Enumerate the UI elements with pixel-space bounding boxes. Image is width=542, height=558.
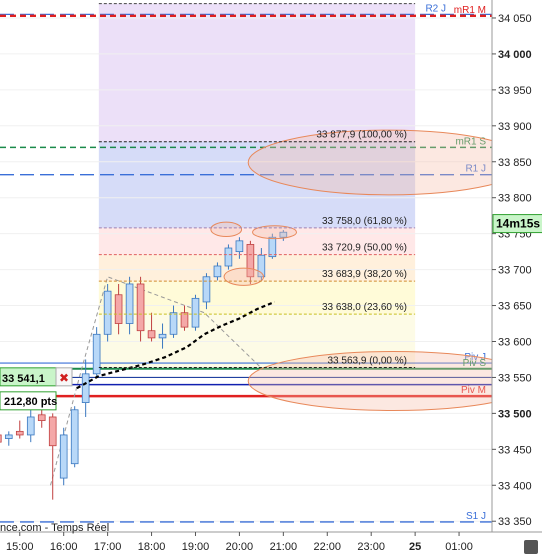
- axis-bg: [492, 0, 542, 558]
- y-tick-10: 33 550: [498, 372, 532, 384]
- y-tick-1: 34 000: [498, 49, 532, 61]
- x-tick-3: 18:00: [138, 541, 166, 553]
- time-axis: 15:00 16:00 17:00 18:00 19:00 20:00 21:00 22:00…: [0, 522, 542, 558]
- x-tick-9: 25: [409, 541, 421, 553]
- y-tick-14: 33 350: [498, 516, 532, 528]
- candle-body-21: [224, 247, 233, 267]
- candle-body-1: [4, 434, 13, 439]
- y-tick-7: 33 700: [498, 265, 532, 277]
- candle-body-0: [0, 434, 2, 443]
- fib-label-3: 33 683,9 (38,20 %): [322, 269, 407, 280]
- y-tick-11: 33 500: [498, 408, 532, 420]
- trend-line-1: [50, 370, 82, 486]
- y-tick-3: 33 900: [498, 121, 532, 133]
- candle-body-13: [136, 283, 145, 332]
- level-label-9: S1 J: [466, 511, 486, 522]
- candle-body-8: [81, 373, 90, 403]
- fib-label-0: 33 877,9 (100,00 %): [316, 130, 407, 141]
- countdown-badge: [492, 214, 542, 234]
- y-tick-0: 34 050: [498, 13, 532, 25]
- close-button[interactable]: [55, 367, 73, 387]
- y-tick-5: 33 800: [498, 193, 532, 205]
- candle-body-9: [92, 333, 101, 375]
- watermark: nce.com - Temps Réel: [0, 522, 109, 534]
- ellipse-2: [223, 267, 265, 286]
- close-icon: ✖: [59, 371, 69, 385]
- annotation-ellipses: [210, 129, 539, 412]
- level-label-4: Piv J: [464, 352, 486, 363]
- candle-body-12: [125, 283, 134, 324]
- y-tick-8: 33 650: [498, 301, 532, 313]
- candle-body-20: [213, 265, 222, 278]
- candle-body-25: [268, 236, 277, 258]
- candle-body-17: [180, 312, 189, 328]
- fib-labels: 33 877,9 (100,00 %) 33 758,0 (61,80 %) 33 …: [98, 130, 416, 368]
- fib-label-5: 33 563,9 (0,00 %): [328, 355, 408, 366]
- fib-label-4: 33 638,0 (23,60 %): [322, 302, 407, 313]
- y-tick-4: 33 850: [498, 157, 532, 169]
- time-axis-bg: [0, 532, 542, 558]
- candle-body-3: [26, 416, 35, 436]
- x-tick-1: 16:00: [50, 541, 78, 553]
- pts-box: [0, 391, 57, 411]
- candles: [0, 230, 288, 500]
- fib-band-top: [98, 3, 416, 142]
- x-tick-8: 23:00: [357, 541, 385, 553]
- candle-body-23: [246, 244, 255, 278]
- level-label-0: R2 J: [425, 3, 446, 14]
- x-tick-10: 01:00: [445, 541, 473, 553]
- y-tick-12: 33 450: [498, 444, 532, 456]
- candle-body-24: [257, 254, 266, 278]
- candle-body-10: [103, 290, 112, 335]
- price-axis: 34 050 34 000 33 950 33 900 33 850 33 800 33 7…: [491, 0, 542, 558]
- current-price-text: 33 541,1: [2, 373, 45, 385]
- x-tick-6: 21:00: [270, 541, 298, 553]
- pts-text: 212,80 pts: [4, 396, 57, 408]
- candle-body-14: [147, 330, 156, 339]
- x-tick-2: 17:00: [94, 541, 122, 553]
- moving-average: [76, 300, 275, 390]
- ellipse-0: [210, 221, 243, 238]
- ma-line: [76, 300, 275, 390]
- level-label-3: R1 J: [465, 164, 486, 175]
- level-label-1: mR1 M: [454, 5, 486, 16]
- y-tick-2: 33 950: [498, 85, 532, 97]
- level-label-8: Piv M: [461, 385, 486, 396]
- trend-line-0: [80, 276, 262, 371]
- candle-body-22: [235, 240, 244, 253]
- fib-band-2: [98, 254, 416, 282]
- x-tick-7: 22:00: [314, 541, 342, 553]
- trend-lines: [50, 276, 262, 486]
- fib-band-1: [98, 227, 416, 255]
- scroll-handle: [524, 540, 538, 554]
- candle-body-6: [59, 434, 68, 479]
- candle-body-5: [48, 416, 57, 447]
- y-tick-9: 33 600: [498, 336, 532, 348]
- candle-body-15: [158, 333, 167, 339]
- fib-band-0: [98, 141, 416, 228]
- candle-body-4: [37, 414, 46, 421]
- fib-label-2: 33 720,9 (50,00 %): [322, 243, 407, 254]
- badges: 14m15s 33 541,1 ✖212,80 pts: [0, 214, 542, 411]
- candle-body-2: [15, 430, 24, 436]
- x-tick-5: 20:00: [226, 541, 254, 553]
- y-tick-13: 33 400: [498, 480, 532, 492]
- candle-body-11: [114, 294, 123, 324]
- fib-label-1: 33 758,0 (61,80 %): [322, 216, 407, 227]
- candle-body-18: [191, 297, 200, 328]
- countdown-text: 14m15s: [496, 217, 540, 231]
- level-label-5: Piv S: [463, 358, 487, 369]
- candle-body-26: [279, 231, 288, 238]
- ellipse-1: [252, 225, 298, 240]
- x-tick-4: 19:00: [182, 541, 210, 553]
- level-label-2: mR1 S: [455, 136, 486, 147]
- candle-body-7: [70, 409, 79, 465]
- x-tick-0: 15:00: [6, 541, 34, 553]
- candle-body-19: [202, 276, 211, 303]
- candle-body-16: [169, 312, 178, 335]
